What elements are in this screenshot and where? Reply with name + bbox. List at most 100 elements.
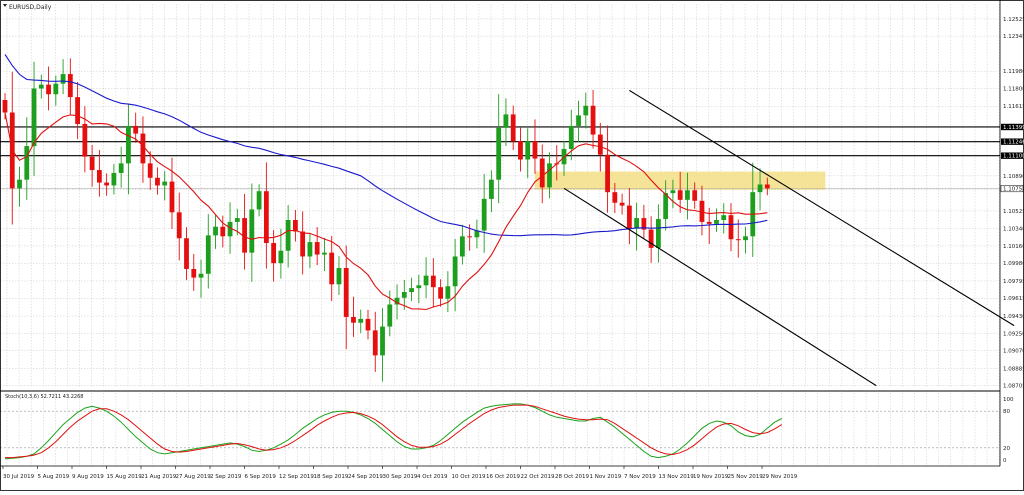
candle-body (619, 202, 625, 206)
y-tick-label: 1.09980 (1003, 261, 1024, 267)
candle-body (205, 235, 211, 274)
candle-body (372, 330, 378, 356)
y-tick-label: 1.08705 (1003, 384, 1024, 390)
candle-body (358, 318, 364, 323)
candle-body (634, 218, 640, 229)
candle-body (743, 236, 748, 241)
candle-body (394, 297, 400, 305)
candle-body (728, 215, 734, 240)
x-tick-label: 25 Nov 2019 (728, 474, 764, 480)
candle-body (474, 230, 480, 238)
candle-body (147, 163, 153, 178)
candle-body (380, 326, 385, 356)
candle-body (525, 141, 531, 160)
x-tick-label: 21 Aug 2019 (141, 474, 177, 480)
y-tick-label: 1.10525 (1003, 209, 1024, 215)
y-tick-label: 1.10340 (1003, 227, 1024, 233)
level-price-tag-text: 1.11100 (1003, 154, 1024, 160)
candle-body (220, 226, 226, 237)
level-price-tag (1001, 138, 1023, 145)
candle-body (452, 256, 458, 287)
candle-body (53, 83, 59, 95)
title-arrow-icon (3, 4, 7, 7)
current-price-tag (1000, 185, 1024, 193)
x-tick-label: 30 Jul 2019 (3, 474, 35, 480)
y-tick-label: 1.09250 (1003, 331, 1024, 337)
stoch-level-label: 20 (1003, 446, 1010, 452)
candle-body (300, 231, 306, 257)
stoch-main-line (4, 403, 783, 460)
grid-lines (0, 4, 1000, 466)
y-tick-label: 1.09795 (1003, 279, 1024, 285)
ma-fast-line (4, 112, 768, 311)
candle-body (445, 286, 451, 299)
candle-body (438, 287, 443, 299)
candle-body (75, 97, 80, 124)
x-tick-label: 7 Nov 2019 (624, 474, 656, 480)
candle-body (721, 215, 727, 220)
current-price-tag-text: 1.10757 (1003, 187, 1024, 193)
candle-body (677, 190, 683, 200)
candle-body (663, 193, 669, 220)
candle-body (198, 273, 204, 278)
candle-body (162, 181, 168, 186)
candle-body (213, 226, 218, 236)
candle-body (583, 105, 589, 116)
candle-body (242, 218, 247, 253)
candle-body (518, 141, 523, 160)
moving-averages (4, 54, 768, 311)
candle-body (24, 146, 30, 180)
y-tick-label: 1.09430 (1003, 314, 1024, 320)
candle-body (176, 212, 182, 239)
candle-body (735, 239, 741, 241)
candle-body (46, 84, 51, 95)
level-price-tag-text: 1.11246 (1003, 140, 1024, 146)
candle-body (263, 191, 269, 244)
candle-body (278, 250, 284, 264)
x-tick-label: 4 Oct 2019 (417, 474, 448, 480)
y-tick-label: 1.09615 (1003, 296, 1024, 302)
candle-body (17, 179, 22, 189)
candle-body (336, 268, 342, 285)
y-tick-label: 1.12345 (1003, 34, 1024, 40)
stoch-signal-line (5, 404, 783, 459)
candle-body (387, 304, 393, 327)
x-tick-label: 2 Sep 2019 (210, 474, 242, 480)
candle-body (590, 105, 596, 135)
y-tick-label: 1.09070 (1003, 349, 1024, 355)
candle-body (757, 184, 763, 193)
candle-body (706, 221, 712, 224)
channel-lower-line (563, 187, 877, 387)
candle-body (38, 84, 44, 89)
x-tick-label: 6 Sep 2019 (245, 474, 277, 480)
ma-slow-line (4, 54, 768, 237)
level-price-tag (1001, 152, 1023, 159)
candle-body (271, 243, 277, 264)
candle-body (714, 220, 719, 224)
candle-body (155, 177, 160, 186)
candle-body (365, 318, 371, 331)
candle-body (82, 124, 88, 157)
candle-body (467, 236, 473, 238)
y-tick-label: 1.10890 (1003, 174, 1024, 180)
candle-body (539, 158, 545, 188)
x-tick-label: 16 Oct 2019 (486, 474, 521, 480)
x-tick-label: 5 Aug 2019 (38, 474, 70, 480)
candle-body (104, 182, 110, 186)
candle-body (314, 242, 320, 255)
candle-body (111, 172, 117, 186)
candle-body (169, 181, 175, 213)
candle-body (60, 74, 66, 84)
candle-body (605, 154, 610, 193)
x-tick-label: 15 Aug 2019 (107, 474, 143, 480)
candle-body (510, 114, 516, 142)
candle-body (307, 242, 313, 257)
candle-body (126, 125, 131, 164)
candle-body (641, 218, 647, 230)
y-tick-label: 1.10160 (1003, 244, 1024, 250)
x-tick-label: 12 Sep 2019 (279, 474, 314, 480)
candle-body (2, 100, 8, 113)
